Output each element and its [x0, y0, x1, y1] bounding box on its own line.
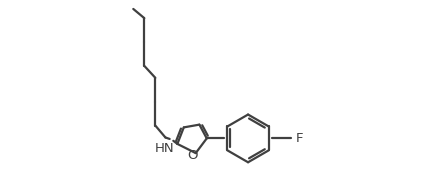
Text: O: O — [188, 149, 198, 162]
Text: F: F — [296, 132, 303, 145]
Text: HN: HN — [155, 142, 175, 155]
